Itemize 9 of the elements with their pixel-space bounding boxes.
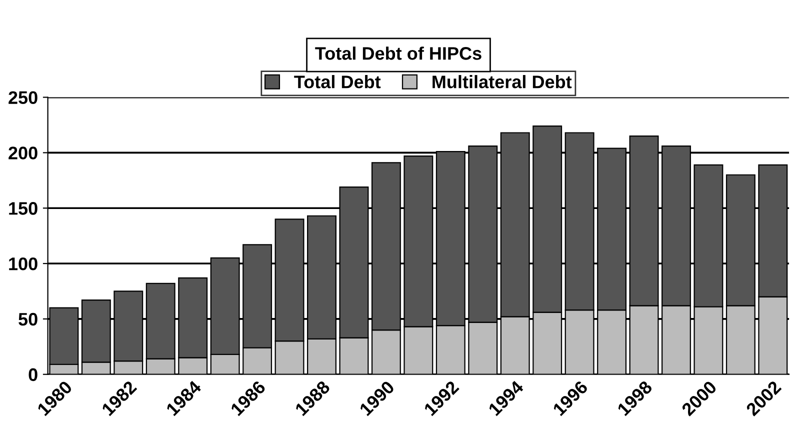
y-tick-label: 100 <box>9 257 38 270</box>
y-tick-label: 250 <box>8 91 38 104</box>
chart-title: Total Debt of HIPCs <box>315 46 482 60</box>
y-tick-label: 200 <box>8 146 38 160</box>
y-tick-label: 0 <box>28 368 38 382</box>
y-tick-label: 50 <box>18 312 38 326</box>
legend-label: Multilateral Debt <box>432 75 572 88</box>
legend-label: Total Debt <box>294 75 381 88</box>
y-tick-label: 150 <box>9 202 38 215</box>
